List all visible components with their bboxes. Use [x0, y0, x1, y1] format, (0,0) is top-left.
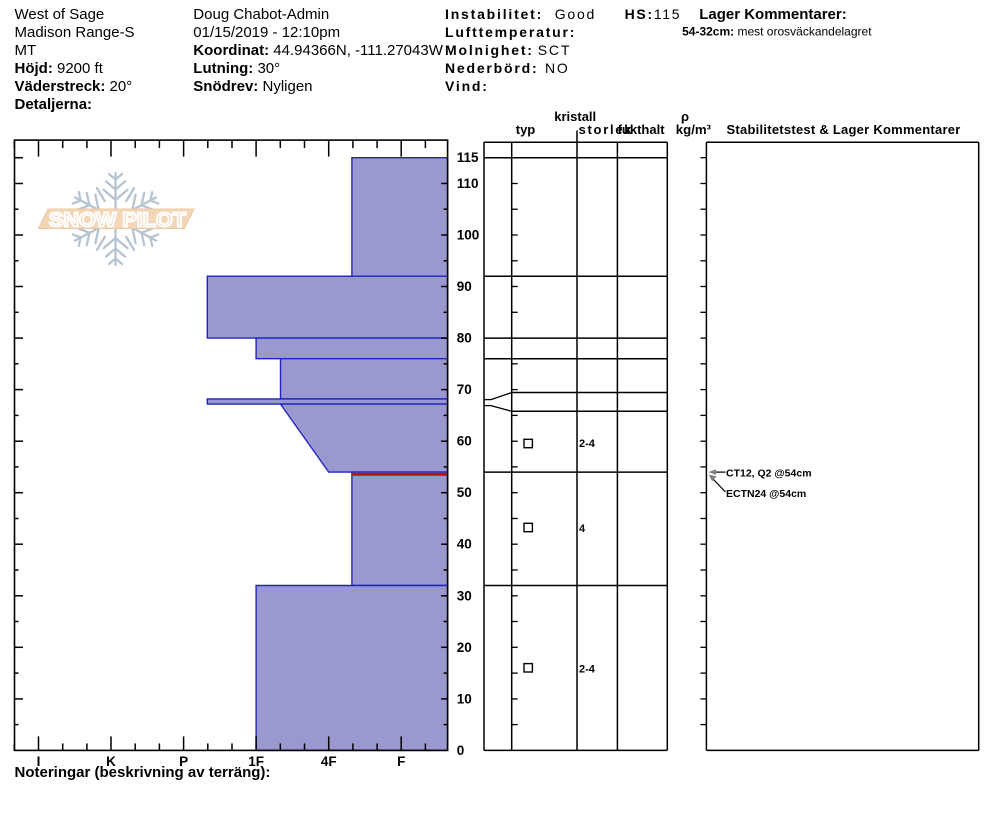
svg-text:10: 10 — [457, 691, 472, 706]
svg-text:Väderstreck: 20°: Väderstreck: 20° — [15, 78, 133, 95]
svg-text:Molnighet:: Molnighet: — [445, 42, 534, 58]
svg-text:2-4: 2-4 — [579, 438, 596, 450]
svg-text:Stabilitetstest & Lager Kommen: Stabilitetstest & Lager Kommentarer — [727, 122, 961, 137]
svg-text:West of Sage: West of Sage — [15, 6, 105, 23]
svg-text:40: 40 — [457, 537, 472, 552]
svg-text:90: 90 — [457, 279, 472, 294]
svg-text:SNOW PILOT: SNOW PILOT — [49, 210, 186, 232]
svg-text:ECTN24 @54cm: ECTN24 @54cm — [726, 488, 806, 500]
svg-text:4F: 4F — [321, 754, 337, 769]
svg-text:Nederbörd:: Nederbörd: — [445, 60, 538, 76]
svg-text:CT12, Q2 @54cm: CT12, Q2 @54cm — [726, 467, 812, 479]
svg-text:Detaljerna:: Detaljerna: — [15, 96, 93, 113]
svg-text:70: 70 — [457, 382, 472, 397]
svg-text:2-4: 2-4 — [579, 664, 596, 676]
svg-text:Koordinat: 44.94366N, -111.270: Koordinat: 44.94366N, -111.27043W — [193, 42, 443, 59]
svg-text:Lutning: 30°: Lutning: 30° — [193, 60, 280, 77]
svg-text:01/15/2019 - 12:10pm: 01/15/2019 - 12:10pm — [193, 24, 340, 41]
svg-text:kg/m³: kg/m³ — [676, 122, 712, 137]
svg-text:Noteringar (beskrivning av ter: Noteringar (beskrivning av terräng): — [15, 764, 271, 781]
svg-text:Vind:: Vind: — [445, 78, 489, 94]
svg-text:SCT: SCT — [538, 42, 571, 58]
svg-text:110: 110 — [457, 176, 479, 191]
svg-text:4: 4 — [579, 523, 586, 535]
svg-text:Instabilitet:: Instabilitet: — [445, 6, 543, 22]
svg-text:kristall: kristall — [554, 109, 596, 124]
svg-text:Doug Chabot-Admin: Doug Chabot-Admin — [193, 6, 329, 23]
svg-text:storlek: storlek — [579, 122, 634, 137]
svg-text:80: 80 — [457, 331, 472, 346]
svg-text:30: 30 — [457, 588, 472, 603]
svg-text:Lager Kommentarer:: Lager Kommentarer: — [699, 6, 847, 23]
svg-text:Lufttemperatur:: Lufttemperatur: — [445, 24, 576, 40]
svg-text:Höjd: 9200 ft: Höjd: 9200 ft — [15, 60, 104, 77]
svg-text:0: 0 — [457, 743, 465, 758]
svg-text:K: K — [106, 754, 116, 769]
svg-text:1F: 1F — [248, 754, 264, 769]
svg-text:54-32cm: mest orosväckandelagr: 54-32cm: mest orosväckandelagret — [682, 25, 872, 39]
svg-text:NO: NO — [545, 60, 570, 76]
svg-text:ρ: ρ — [681, 109, 689, 124]
svg-text:100: 100 — [457, 228, 480, 243]
svg-text:I: I — [37, 754, 41, 769]
svg-text:fukthalt: fukthalt — [618, 122, 666, 137]
svg-text:Good: Good — [555, 6, 596, 22]
svg-text:20: 20 — [457, 640, 472, 655]
svg-text:typ: typ — [516, 122, 536, 137]
svg-text:MT: MT — [15, 42, 37, 59]
svg-text:115: 115 — [457, 150, 479, 165]
svg-text:Madison Range-S: Madison Range-S — [15, 24, 135, 41]
svg-text:P: P — [179, 754, 188, 769]
svg-text:50: 50 — [457, 485, 472, 500]
svg-text:HS:115: HS:115 — [625, 6, 682, 22]
svg-text:60: 60 — [457, 434, 472, 449]
svg-text:Snödrev: Nyligen: Snödrev: Nyligen — [193, 78, 312, 95]
svg-text:F: F — [397, 754, 405, 769]
